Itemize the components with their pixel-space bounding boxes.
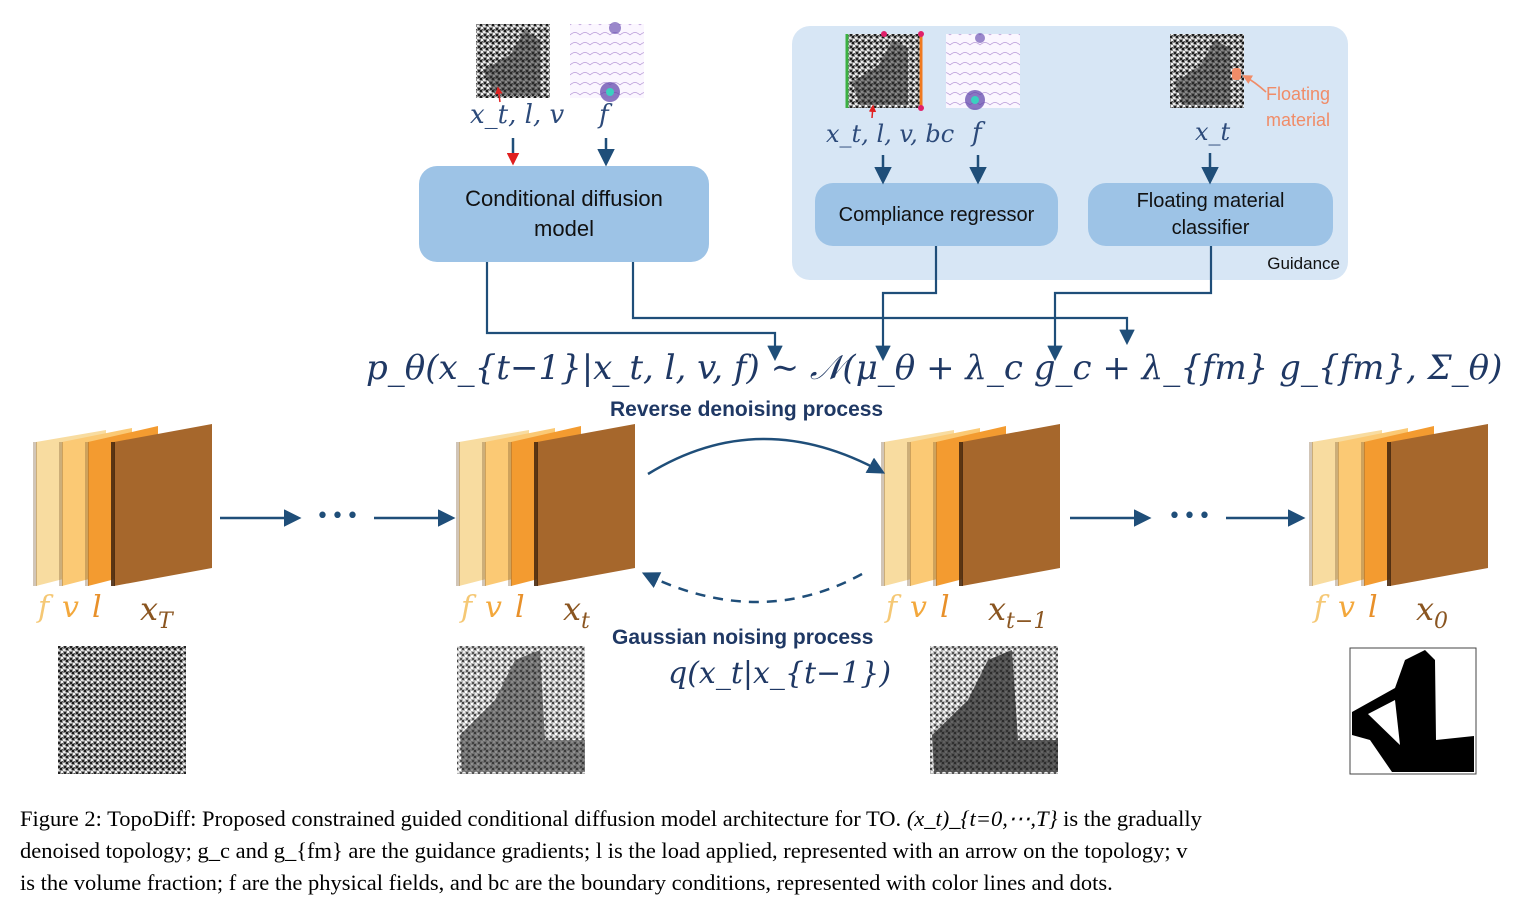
layer-edge <box>111 442 115 586</box>
stack-label-f: f <box>38 590 50 625</box>
stack-label-f: f <box>886 590 898 625</box>
layer-edge <box>959 442 963 586</box>
reg-topology-thumbnail <box>845 31 924 119</box>
layer-stack-xt <box>456 424 635 586</box>
stack-label-v: v <box>62 590 79 625</box>
floating-classifier-box: Floating material classifier <box>1088 183 1333 246</box>
final-topology-x0 <box>1349 647 1477 775</box>
arrow-mu <box>485 262 783 362</box>
stack-label-l: l <box>515 590 525 625</box>
arrow-gc <box>875 246 938 362</box>
cls-input-label: x_t <box>1195 118 1231 146</box>
compliance-regressor-box: Compliance regressor <box>815 183 1058 246</box>
gaussian-process-label: Gaussian noising process <box>612 626 874 649</box>
layer-stack-xT <box>33 424 212 586</box>
floating-material-annotation: Floating material <box>1266 81 1330 133</box>
stack-label-v: v <box>910 590 927 625</box>
stack-label-sub: t <box>581 609 590 634</box>
layer-x <box>1390 424 1488 586</box>
layer-edge <box>482 442 486 586</box>
reverse-process-label: Reverse denoising process <box>610 398 884 421</box>
ellipsis-left: ••• <box>316 504 361 529</box>
arrow-sigma <box>631 262 1135 346</box>
layer-edge <box>907 442 911 586</box>
conditional-model-line1: Conditional diffusion <box>465 186 663 211</box>
stack-label-x: xT <box>140 590 173 634</box>
guidance-label: Guidance <box>1267 254 1340 273</box>
layer-edge <box>1335 442 1339 586</box>
layer-edge <box>85 442 89 586</box>
stack-label-x: xt−1 <box>988 590 1048 634</box>
stack-label-x: x0 <box>1416 590 1449 634</box>
layer-stack-xt1 <box>881 424 1060 586</box>
stack-label-f: f <box>461 590 473 625</box>
caption-line1-suffix: is the gradually <box>1057 806 1202 831</box>
layer-x <box>114 424 212 586</box>
layer-stacks <box>33 424 1488 586</box>
caption-line2: denoised topology; g_c and g_{fm} are th… <box>20 838 1188 863</box>
stack-label-v: v <box>1338 590 1355 625</box>
reg-inputs-label: x_t, l, v, bc <box>826 120 955 148</box>
conditional-diffusion-model-box: Conditional diffusion model <box>419 166 709 262</box>
floating-classifier-line2: classifier <box>1171 216 1250 239</box>
cond-topology-thumbnail <box>476 24 550 103</box>
layer-edge <box>1309 442 1313 586</box>
arrow-gfm <box>1047 246 1213 362</box>
layer-edge <box>881 442 885 586</box>
caption-line1-prefix: Figure 2: TopoDiff: Proposed constrained… <box>20 806 907 831</box>
layer-edge <box>534 442 538 586</box>
layer-edge <box>1387 442 1391 586</box>
floating-annotation-line1: Floating <box>1266 84 1331 104</box>
reverse-process-arrow <box>647 437 886 476</box>
layer-edge <box>933 442 937 586</box>
stack-label-sub: 0 <box>1434 609 1449 634</box>
noising-process-arrow <box>641 572 863 604</box>
cond-field-thumbnail <box>570 22 644 102</box>
cond-field-label: f <box>599 100 609 130</box>
layer-edge <box>456 442 460 586</box>
cond-inputs-label: x_t, l, v <box>470 100 565 130</box>
caption-line1-math: (x_t)_{t=0,⋯,T} <box>906 806 1058 831</box>
stack-label-sub: t−1 <box>1006 609 1048 634</box>
noise-image-xt1 <box>930 646 1058 774</box>
layer-edge <box>59 442 63 586</box>
stack-label-l: l <box>92 590 102 625</box>
layer-stack-x0 <box>1309 424 1488 586</box>
layer-x <box>537 424 635 586</box>
reverse-equation: p_θ(x_{t−1}|x_t, l, v, f) ∼ 𝒩(μ_θ + λ_c … <box>366 348 1503 388</box>
cls-topology-thumbnail <box>1170 34 1267 108</box>
stack-label-l: l <box>1368 590 1378 625</box>
compliance-regressor-label: Compliance regressor <box>838 203 1035 226</box>
noise-image-xt <box>457 646 585 774</box>
stack-label-l: l <box>940 590 950 625</box>
caption-line1: Figure 2: TopoDiff: Proposed constrained… <box>20 803 1506 835</box>
caption-line3: is the volume fraction; f are the physic… <box>20 870 1113 895</box>
stack-label-f: f <box>1314 590 1326 625</box>
stack-label-sub: T <box>158 609 173 634</box>
ellipsis-right: ••• <box>1168 504 1213 529</box>
figure-caption: Figure 2: TopoDiff: Proposed constrained… <box>20 803 1506 899</box>
layer-edge <box>33 442 37 586</box>
reg-field-thumbnail <box>946 33 1020 110</box>
reg-field-label: f <box>972 118 982 148</box>
layer-x <box>962 424 1060 586</box>
stack-label-v: v <box>485 590 502 625</box>
gaussian-formula: q(x_t|x_{t−1}) <box>668 656 892 691</box>
layer-edge <box>1361 442 1365 586</box>
noise-image-xT <box>58 646 186 774</box>
floating-classifier-line1: Floating material <box>1136 189 1285 212</box>
floating-annotation-line2: material <box>1266 110 1331 130</box>
stack-label-x: xt <box>563 590 590 634</box>
conditional-model-line2: model <box>534 216 594 241</box>
layer-edge <box>508 442 512 586</box>
